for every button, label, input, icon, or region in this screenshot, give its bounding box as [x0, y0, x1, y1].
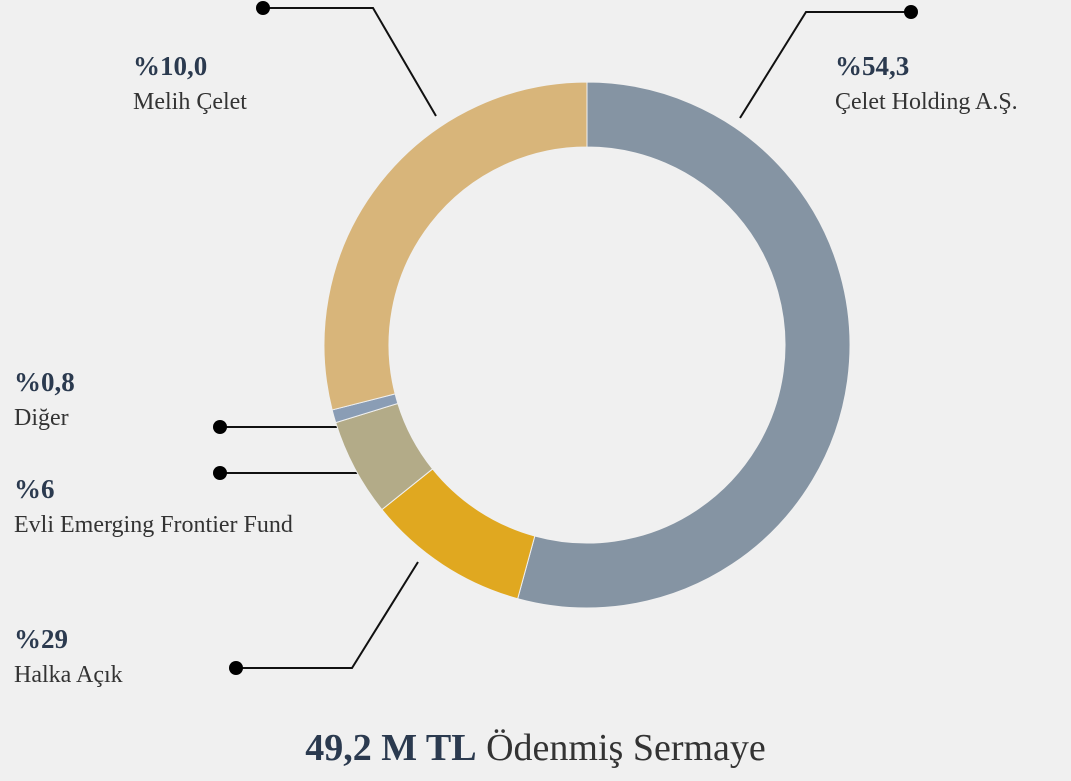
segment-name: Evli Emerging Frontier Fund — [14, 512, 293, 538]
segment-name: Halka Açık — [14, 662, 123, 688]
leader-line — [739, 11, 911, 119]
segment-label: %10,0 Melih Çelet — [133, 48, 393, 121]
leader-line — [263, 7, 437, 117]
donut-segment — [517, 81, 851, 609]
segment-label: %29 Halka Açık — [14, 621, 214, 694]
total-value: 49,2 M TL — [305, 727, 477, 769]
segment-value: %6 — [14, 474, 55, 504]
leader-dot — [213, 420, 227, 434]
segment-label: %0,8 Diğer — [14, 364, 214, 437]
total-label: Ödenmiş Sermaye — [486, 727, 766, 769]
segment-name: Melih Çelet — [133, 89, 247, 115]
segment-value: %10,0 — [133, 51, 208, 81]
leader-dot — [256, 1, 270, 15]
leader-dot — [229, 661, 243, 675]
segment-name: Diğer — [14, 405, 69, 431]
caption: 49,2 M TL Ödenmiş Sermaye — [0, 726, 1071, 770]
leader-lines — [220, 7, 911, 669]
segment-value: %54,3 — [835, 51, 910, 81]
donut-segment — [323, 81, 588, 411]
segment-value: %29 — [14, 624, 68, 654]
segment-label: %54,3 Çelet Holding A.Ş. — [835, 48, 1071, 121]
leader-dots — [213, 1, 918, 675]
segment-label: %6 Evli Emerging Frontier Fund — [14, 471, 314, 544]
segment-value: %0,8 — [14, 367, 75, 397]
leader-dot — [904, 5, 918, 19]
leader-line — [236, 561, 419, 669]
leader-dot — [213, 466, 227, 480]
segment-name: Çelet Holding A.Ş. — [835, 89, 1018, 115]
